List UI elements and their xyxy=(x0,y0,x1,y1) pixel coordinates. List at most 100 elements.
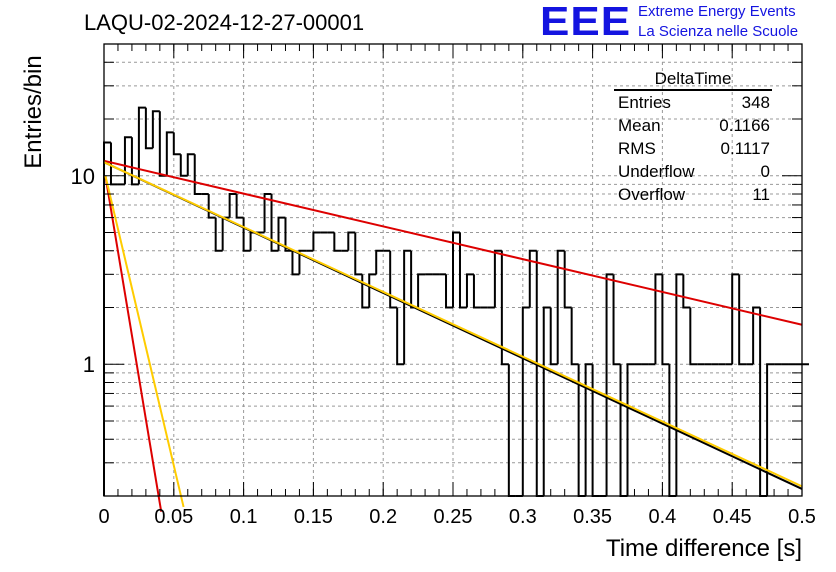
histogram-bin xyxy=(626,363,635,496)
y-axis-label: Entries/bin xyxy=(20,55,47,169)
histogram-bin xyxy=(556,249,565,365)
org-name-line2: La Scienza nelle Scuole xyxy=(638,23,799,40)
histogram-bin xyxy=(403,249,412,365)
stats-row: Mean 0.1166 xyxy=(608,114,778,137)
histogram-bin xyxy=(137,106,146,185)
histogram-bin xyxy=(535,250,544,497)
stats-title: DeltaTime xyxy=(614,70,772,91)
histogram-bin xyxy=(158,111,167,177)
histogram-bin xyxy=(417,273,426,308)
histogram-bin xyxy=(333,232,342,252)
histogram-bin xyxy=(738,274,747,366)
histogram-bin xyxy=(591,364,600,497)
histogram-bin xyxy=(549,307,558,366)
fit-lines xyxy=(103,159,803,512)
x-tick-label: 0.15 xyxy=(294,506,333,528)
stats-value: 0.1166 xyxy=(719,116,770,135)
histogram-bin xyxy=(277,216,286,251)
stats-label: Mean xyxy=(618,116,661,135)
histogram-bin xyxy=(207,194,216,219)
histogram-bin xyxy=(368,273,377,308)
stats-label: Overflow xyxy=(618,185,686,204)
histogram-bin xyxy=(452,231,460,308)
histogram-bin xyxy=(193,154,202,196)
x-tick-label: 0.45 xyxy=(713,506,752,528)
histogram-bin xyxy=(165,131,174,176)
stats-label: Underflow xyxy=(618,162,695,181)
y-tick-label: 10 xyxy=(71,164,95,189)
stats-label: RMS xyxy=(618,139,656,158)
histogram-bin xyxy=(214,217,223,252)
fit-line xyxy=(104,175,163,512)
histogram-bin xyxy=(731,273,740,365)
axis-ticks xyxy=(103,44,803,496)
histogram-bin xyxy=(235,194,244,219)
x-tick-label: 0.35 xyxy=(573,506,612,528)
stats-label: Entries xyxy=(618,93,671,112)
org-name-line1: Extreme Energy Events xyxy=(638,3,796,20)
x-tick-label: 0.3 xyxy=(509,506,537,528)
stats-row: Overflow 11 xyxy=(608,183,778,206)
stats-row: Entries 348 xyxy=(608,91,778,114)
histogram-bin xyxy=(521,306,530,496)
histogram-bin xyxy=(389,250,398,309)
histogram-bin xyxy=(458,232,467,309)
stats-row: Underflow 0 xyxy=(608,160,778,183)
histogram-bin xyxy=(151,110,160,149)
histogram-bin xyxy=(298,249,307,275)
histogram-bin xyxy=(410,250,419,309)
x-tick-label: 0.25 xyxy=(434,506,473,528)
histogram-bin xyxy=(375,249,384,275)
histogram-bin xyxy=(605,273,614,496)
histogram-bin xyxy=(249,231,258,251)
fit-line xyxy=(104,175,185,508)
x-tick-label: 0.05 xyxy=(154,506,193,528)
x-tick-label: 0.1 xyxy=(230,506,258,528)
histogram-bin xyxy=(144,107,153,150)
chart-title: LAQU-02-2024-12-27-00001 xyxy=(84,10,365,35)
histogram-bin xyxy=(347,231,356,251)
fit-line xyxy=(103,159,803,326)
stats-row: RMS 0.1117 xyxy=(608,137,778,160)
stats-value: 11 xyxy=(752,185,770,204)
histogram-bin xyxy=(284,217,293,252)
histogram-bin xyxy=(584,363,593,496)
histogram-bin xyxy=(542,306,551,496)
histogram-bin xyxy=(472,274,481,309)
histogram-bin xyxy=(263,193,272,233)
histogram-bin xyxy=(675,273,684,496)
histogram-bin xyxy=(312,231,321,251)
histogram-bin xyxy=(507,364,516,497)
histogram-bin xyxy=(396,307,405,366)
histogram-bin xyxy=(752,306,761,365)
stats-value: 0.1117 xyxy=(720,139,770,158)
histogram-bin xyxy=(361,274,370,309)
histogram-bin xyxy=(619,364,628,497)
eee-logo: EEE xyxy=(540,0,632,45)
fit-line xyxy=(103,161,803,488)
histogram-bin xyxy=(654,273,663,365)
histogram-bin xyxy=(500,250,509,366)
histogram-bin xyxy=(493,249,502,308)
histogram-bin xyxy=(563,250,572,309)
x-tick-label: 0.4 xyxy=(648,506,676,528)
histogram-bin xyxy=(766,363,775,496)
x-tick-label: 0.2 xyxy=(369,506,397,528)
histogram-bin xyxy=(242,217,251,252)
histogram-bin xyxy=(172,132,181,156)
histogram-bin xyxy=(682,274,691,309)
histogram-bin xyxy=(689,307,698,366)
x-tick-label: 0 xyxy=(98,506,109,528)
histogram-bin xyxy=(291,250,300,276)
stats-value: 348 xyxy=(741,93,770,112)
histogram-bin xyxy=(612,274,621,366)
histogram-bin xyxy=(445,274,453,309)
stats-box: DeltaTime Entries 348 Mean 0.1166 RMS 0.111… xyxy=(608,70,778,206)
histogram-bin xyxy=(661,274,670,366)
histogram-bin xyxy=(570,307,579,366)
histogram-bin xyxy=(221,216,230,251)
x-tick-label: 0.5 xyxy=(788,506,816,528)
histogram-bin xyxy=(186,153,195,176)
